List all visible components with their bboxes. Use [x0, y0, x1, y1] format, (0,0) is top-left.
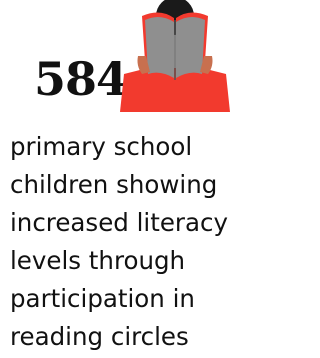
stat-description: primary school children showing increase… — [10, 128, 228, 356]
reader-illustration — [112, 0, 238, 114]
description-line: primary school — [10, 128, 228, 166]
description-line: children showing — [10, 166, 228, 204]
description-line: reading circles — [10, 318, 228, 356]
description-line: participation in — [10, 280, 228, 318]
page: 584 primary school children showing incr… — [0, 0, 261, 358]
description-line: increased literacy — [10, 204, 228, 242]
description-line: levels through — [10, 242, 228, 280]
